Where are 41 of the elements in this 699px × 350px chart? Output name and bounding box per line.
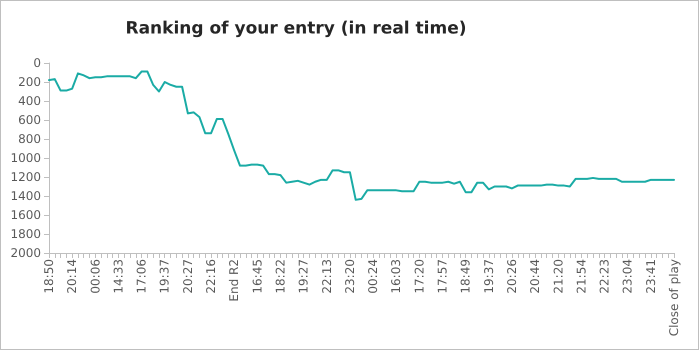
x-tick-label: 16:45 (250, 259, 264, 294)
x-tick-label: 14:33 (111, 259, 126, 294)
x-tick-label: 19:37 (158, 259, 172, 294)
y-tick-label: 400 (18, 94, 41, 108)
y-tick-label: 2000 (10, 246, 41, 260)
y-tick-label: 1600 (10, 208, 41, 222)
x-tick-label: 18:49 (458, 259, 473, 294)
x-tick-label: 19:37 (482, 259, 496, 294)
y-tick-label: 800 (18, 132, 41, 146)
x-tick-label: 17:20 (412, 259, 426, 294)
x-tick-label: 00:06 (88, 259, 102, 294)
y-tick-label: 1800 (10, 227, 41, 241)
y-tick-label: 200 (18, 75, 41, 89)
x-tick-label: Close of play (667, 259, 681, 336)
y-tick-label: 1400 (10, 189, 41, 203)
line-series (48, 70, 675, 201)
y-tick-label: 1000 (10, 151, 41, 165)
x-tick-label: 23:04 (620, 259, 635, 294)
x-tick-label: 00:24 (366, 259, 380, 294)
x-tick-label: 22:16 (204, 259, 218, 294)
y-tick-label: 1200 (10, 170, 41, 184)
x-tick-label: 16:03 (389, 259, 404, 294)
x-tick-label: 18:50 (42, 259, 56, 294)
x-tick-label: 23:20 (342, 259, 357, 294)
y-tick-label: 0 (33, 56, 41, 70)
x-tick-label: 20:14 (65, 259, 80, 294)
x-tick-label: 20:27 (180, 259, 195, 294)
x-tick-label: 21:54 (574, 259, 588, 294)
x-tick-label: 21:20 (551, 259, 566, 294)
x-tick-label: 17:06 (134, 259, 149, 294)
x-tick-label: 20:26 (504, 259, 519, 294)
y-tick-label: 600 (18, 113, 41, 127)
x-tick-label: 19:27 (296, 259, 311, 294)
chart-title: Ranking of your entry (in real time) (125, 18, 467, 38)
x-tick-label: 18:22 (273, 259, 288, 294)
x-tick-label: 22:13 (320, 259, 334, 294)
x-tick-label: 20:44 (528, 259, 542, 294)
x-tick-label: 22:23 (598, 259, 612, 294)
x-tick-label: End R2 (227, 259, 242, 302)
x-tick-label: 23:41 (644, 259, 658, 294)
x-tick-label: 17:57 (436, 259, 450, 294)
